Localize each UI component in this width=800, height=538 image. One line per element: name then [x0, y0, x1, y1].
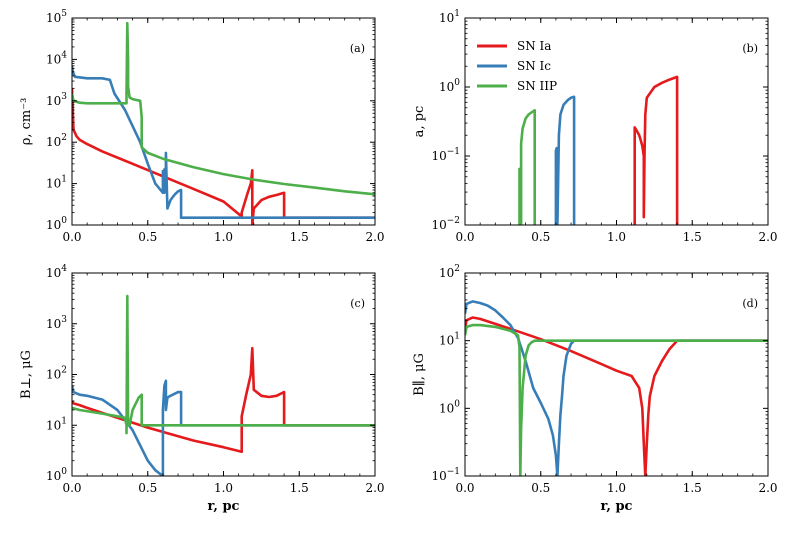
x-tick-label: 1.0	[214, 481, 233, 495]
x-tick-label: 1.0	[607, 230, 626, 244]
panel-tag: (a)	[350, 42, 365, 55]
series-line-sn-ic	[465, 300, 768, 476]
series-line-sn-iip	[72, 294, 375, 435]
y-tick-label: 105	[46, 9, 67, 25]
y-tick-label: 101	[46, 416, 67, 432]
y-tick-label: 102	[439, 264, 460, 280]
x-tick-label: 2.0	[758, 230, 777, 244]
x-tick-label: 1.5	[683, 481, 702, 495]
y-tick-label: 100	[439, 78, 460, 94]
series-line-sn-iip	[72, 21, 375, 196]
series-line-sn-ic	[72, 65, 375, 219]
y-tick-label: 104	[46, 50, 67, 66]
legend-label: SN Ia	[517, 39, 551, 53]
series-line-sn-ia	[72, 88, 375, 225]
x-tick-label: 2.0	[365, 230, 384, 244]
panel-a: 0.0 0.5 1.0 1.5 2.0 100 101 102 103 104 105 (a) ρ, c…	[19, 9, 385, 244]
panel-c: 0.0 0.5 1.0 1.5 2.0 100 101 102 103 104 (c) B⊥, μG r…	[19, 264, 385, 514]
axes-frame	[464, 272, 769, 477]
panel-tag: (d)	[742, 297, 758, 310]
y-tick-label: 104	[46, 264, 67, 280]
y-tick-label: 100	[46, 467, 67, 483]
x-tick-label: 0.0	[62, 481, 81, 495]
y-axis-label: a, pc	[412, 106, 427, 138]
y-axis-label: B⊥, μG	[19, 350, 34, 399]
x-tick-label: 0.0	[455, 481, 474, 495]
axes-frame	[71, 17, 376, 226]
axes-frame	[464, 17, 769, 226]
y-tick-label: 100	[46, 216, 67, 232]
y-tick-label: 103	[46, 315, 67, 331]
panel-tag: (c)	[350, 297, 365, 310]
x-tick-label: 0.0	[455, 230, 474, 244]
series-line-sn-ic	[554, 95, 576, 225]
x-tick-label: 1.5	[683, 230, 702, 244]
x-tick-label: 1.0	[214, 230, 233, 244]
y-tick-label: 103	[46, 92, 67, 108]
panel-tag: (b)	[742, 42, 758, 55]
panel-b: 0.0 0.5 1.0 1.5 2.0 10−2 10−1 100 101 (b) a, pc	[412, 9, 778, 244]
series-line-sn-iip	[465, 323, 768, 476]
y-tick-label: 102	[46, 366, 67, 382]
y-tick-label: 101	[439, 9, 460, 25]
x-tick-label: 0.5	[531, 230, 550, 244]
series-line-sn-ic	[72, 379, 375, 476]
x-tick-label: 0.5	[138, 230, 157, 244]
y-tick-label: 10−2	[431, 216, 460, 232]
y-axis-label: ρ, cm⁻³	[19, 98, 34, 146]
x-tick-label: 1.5	[290, 481, 309, 495]
y-tick-label: 100	[439, 399, 460, 415]
x-tick-label: 1.5	[290, 230, 309, 244]
axes-frame	[71, 272, 376, 477]
y-axis-label: B∥, μG	[412, 353, 427, 396]
series-line-sn-ia	[465, 316, 768, 476]
x-tick-label: 0.5	[138, 481, 157, 495]
legend-label: SN Ic	[517, 59, 551, 73]
series-line-sn-ia	[633, 75, 679, 225]
y-tick-label: 10−1	[431, 147, 460, 163]
panel-d: 0.0 0.5 1.0 1.5 2.0 10−1 100 101 102 (d) B∥, μG r, …	[412, 264, 778, 514]
x-tick-label: 2.0	[758, 481, 777, 495]
x-tick-label: 2.0	[365, 481, 384, 495]
legend: SN Ia SN Ic SN IIP	[477, 39, 557, 93]
y-tick-label: 10−1	[431, 467, 460, 483]
legend-label: SN IIP	[517, 79, 557, 93]
x-tick-label: 0.5	[531, 481, 550, 495]
x-axis-label: r, pc	[601, 499, 633, 514]
x-tick-label: 1.0	[607, 481, 626, 495]
x-tick-label: 0.0	[62, 230, 81, 244]
x-axis-label: r, pc	[208, 499, 240, 514]
y-tick-label: 101	[439, 332, 460, 348]
y-tick-label: 102	[46, 133, 67, 149]
y-tick-label: 101	[46, 175, 67, 191]
series-line-sn-ia	[72, 346, 375, 454]
series-line-sn-iip	[518, 109, 536, 225]
